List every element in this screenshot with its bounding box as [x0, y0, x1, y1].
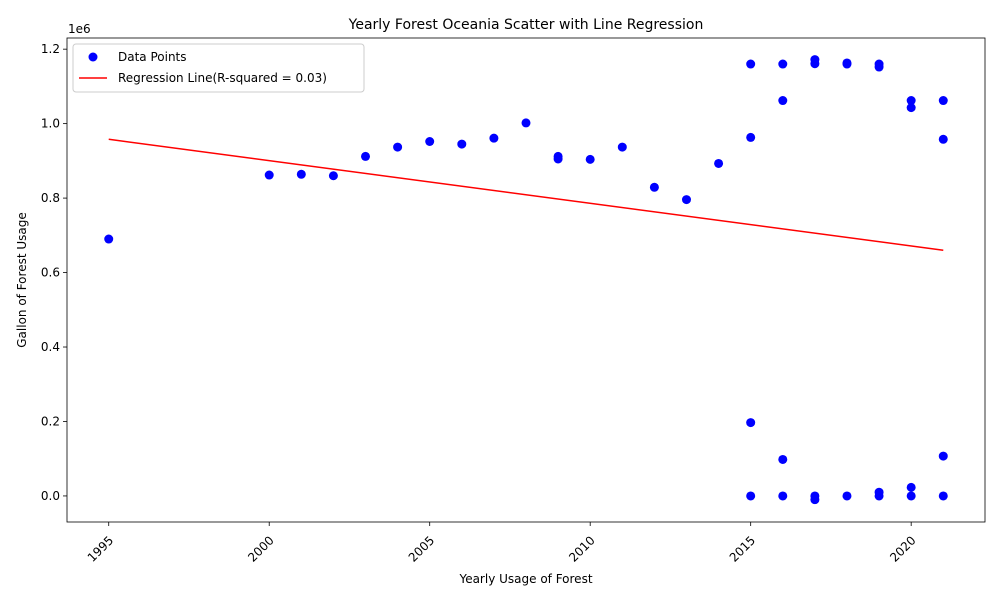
data-point — [553, 154, 563, 164]
legend-box — [72, 43, 365, 93]
data-point — [585, 154, 595, 164]
data-point — [778, 491, 788, 501]
data-point — [938, 451, 948, 461]
data-point — [457, 139, 467, 149]
data-point — [425, 137, 435, 147]
data-point — [296, 169, 306, 179]
data-point — [842, 59, 852, 69]
data-point — [264, 170, 274, 180]
legend-label-regression: Regression Line(R-squared = 0.03) — [118, 71, 327, 85]
data-point — [906, 103, 916, 113]
data-point — [361, 151, 371, 161]
data-point — [328, 171, 338, 181]
data-point — [778, 454, 788, 464]
data-point — [842, 491, 852, 501]
y-tick-label: 0.8 — [41, 191, 60, 205]
data-point — [521, 118, 531, 128]
regression-layer — [108, 138, 944, 251]
y-axis-label: Gallon of Forest Usage — [15, 212, 29, 348]
data-point — [810, 59, 820, 69]
data-point — [778, 96, 788, 106]
y-tick-label: 1.2 — [41, 42, 60, 56]
data-point — [681, 195, 691, 205]
chart-title: Yearly Forest Oceania Scatter with Line … — [348, 17, 704, 33]
data-point — [938, 134, 948, 144]
data-point — [489, 133, 499, 143]
y-tick-label: 0.6 — [41, 266, 60, 280]
data-points-layer — [104, 55, 948, 505]
data-point — [938, 96, 948, 106]
plot-area — [66, 37, 986, 523]
data-point — [746, 418, 756, 428]
data-point — [746, 59, 756, 69]
data-point — [746, 132, 756, 142]
y-tick-label: 1.0 — [41, 117, 60, 131]
regression-line — [108, 138, 944, 251]
data-point — [393, 142, 403, 152]
y-tick-label: 0.2 — [41, 414, 60, 428]
data-point — [810, 495, 820, 505]
data-point — [906, 482, 916, 492]
data-point — [714, 158, 724, 168]
data-point — [938, 491, 948, 501]
data-point — [104, 234, 114, 244]
y-offset-label: 1e6 — [68, 22, 91, 36]
legend-marker-data-points — [88, 52, 98, 62]
data-point — [649, 182, 659, 192]
x-axis-label: Yearly Usage of Forest — [458, 572, 592, 586]
data-point — [874, 491, 884, 501]
data-point — [617, 142, 627, 152]
data-point — [906, 491, 916, 501]
legend: Data Points Regression Line(R-squared = 0… — [72, 43, 365, 93]
y-tick-label: 0.0 — [41, 489, 60, 503]
data-point — [746, 491, 756, 501]
y-tick-label: 0.4 — [41, 340, 60, 354]
data-point — [906, 96, 916, 106]
legend-label-data-points: Data Points — [118, 50, 187, 64]
data-point — [874, 62, 884, 72]
y-axis: 0.0 0.2 0.4 0.6 0.8 1.0 1.2 — [41, 42, 67, 503]
data-point — [778, 59, 788, 69]
